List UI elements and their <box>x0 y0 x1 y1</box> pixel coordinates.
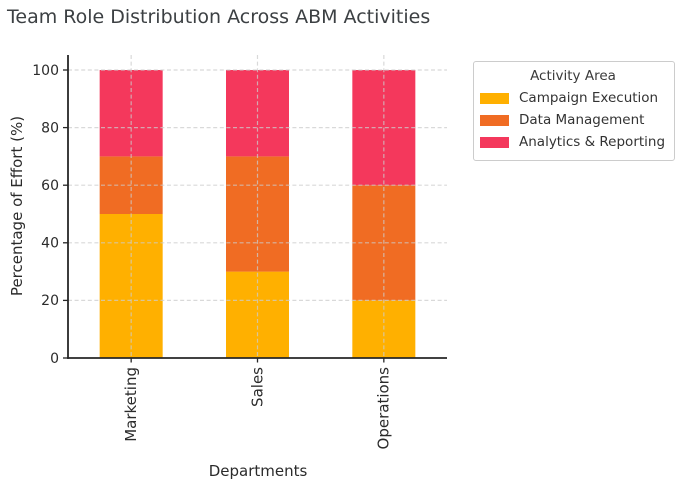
legend-swatch-icon <box>480 136 509 148</box>
legend-item: Campaign Execution <box>480 87 666 109</box>
legend-label: Analytics & Reporting <box>519 134 666 150</box>
x-tick-label-operations: Operations <box>375 367 393 450</box>
legend-swatch-campaign-execution <box>480 92 509 104</box>
y-tick-label-60: 60 <box>41 178 59 194</box>
legend-item: Analytics & Reporting <box>480 131 666 153</box>
legend-item: Data Management <box>480 109 666 131</box>
legend-title: Activity Area <box>530 68 616 84</box>
x-tick-label-sales: Sales <box>248 367 266 407</box>
y-tick-label-80: 80 <box>41 120 59 136</box>
chart-title: Team Role Distribution Across ABM Activi… <box>7 6 431 28</box>
y-tick-label-100: 100 <box>32 63 59 79</box>
x-tick-label-marketing: Marketing <box>122 367 140 442</box>
legend-swatch-icon <box>480 114 509 126</box>
legend-swatch-data-management <box>480 114 509 126</box>
legend: Activity Area Campaign Execution Data Ma… <box>473 61 675 161</box>
legend-swatch-icon <box>480 92 509 104</box>
y-tick-label-0: 0 <box>50 351 59 367</box>
legend-swatch-analytics-reporting <box>480 136 509 148</box>
x-axis-label: Departments <box>208 462 308 480</box>
y-tick-label-20: 20 <box>41 293 59 309</box>
legend-label: Campaign Execution <box>519 90 659 106</box>
y-tick-label-40: 40 <box>41 236 59 252</box>
legend-label: Data Management <box>519 112 645 128</box>
